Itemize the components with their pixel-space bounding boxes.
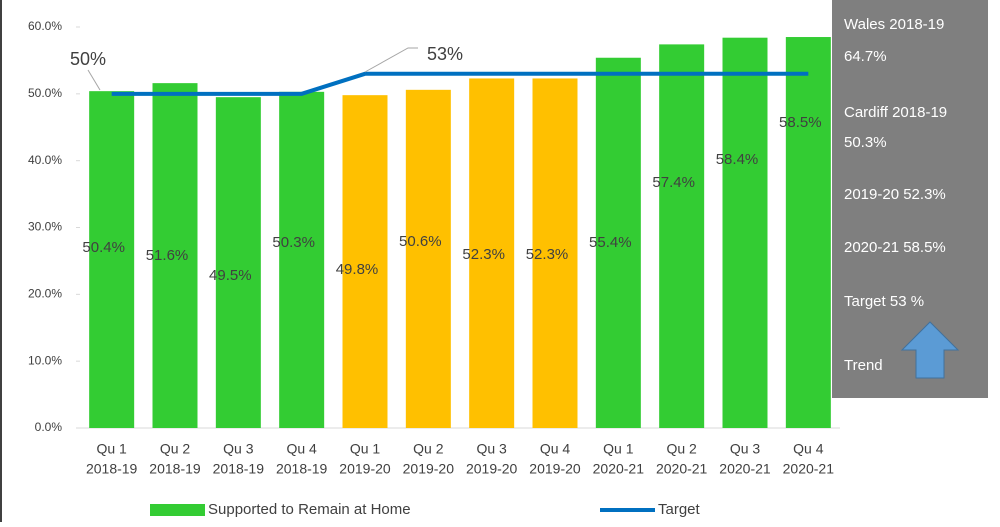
x-tick-label: 2020-21: [656, 461, 708, 477]
panel-text: Trend: [844, 357, 883, 374]
x-tick-label: Qu 4: [286, 441, 317, 457]
data-label: 52.3%: [462, 246, 505, 263]
y-tick-label: 10.0%: [28, 353, 62, 367]
x-tick-label: Qu 2: [666, 441, 697, 457]
panel-text: Wales 2018-19: [844, 16, 944, 33]
leader-line: [87, 69, 101, 91]
annotation: 50%: [70, 49, 106, 69]
x-tick-label: 2019-20: [403, 461, 455, 477]
data-label: 57.4%: [652, 174, 695, 191]
bar: [532, 78, 578, 428]
x-tick-label: Qu 2: [413, 441, 444, 457]
bar: [89, 91, 135, 428]
data-label: 51.6%: [146, 247, 189, 264]
x-tick-label: 2019-20: [529, 461, 581, 477]
data-label: 58.5%: [779, 114, 822, 131]
bar: [659, 44, 705, 428]
bar: [785, 37, 831, 429]
y-tick-label: 0.0%: [35, 420, 63, 434]
data-label: 50.4%: [82, 239, 125, 256]
panel-text: Cardiff 2018-19: [844, 104, 947, 121]
bar: [215, 97, 261, 429]
x-tick-label: Qu 3: [476, 441, 507, 457]
x-tick-label: 2018-19: [276, 461, 328, 477]
legend-label: Target: [658, 501, 701, 518]
bar: [469, 78, 515, 428]
leader-line: [364, 47, 418, 73]
x-tick-label: 2020-21: [593, 461, 645, 477]
data-label: 50.6%: [399, 233, 442, 250]
x-tick-label: Qu 1: [96, 441, 127, 457]
legend-label: Supported to Remain at Home: [208, 501, 411, 518]
x-tick-label: 2020-21: [783, 461, 835, 477]
info-panel: [832, 0, 988, 398]
bar: [405, 89, 451, 428]
bar: [595, 57, 641, 428]
y-tick-label: 60.0%: [28, 19, 62, 33]
x-tick-label: 2018-19: [149, 461, 201, 477]
x-tick-label: 2019-20: [339, 461, 391, 477]
x-tick-label: Qu 2: [160, 441, 191, 457]
data-label: 52.3%: [526, 246, 569, 263]
panel-text: 2019-20 52.3%: [844, 186, 946, 203]
panel-text: 64.7%: [844, 48, 887, 65]
x-tick-label: Qu 3: [730, 441, 761, 457]
y-tick-label: 50.0%: [28, 86, 62, 100]
x-tick-label: Qu 4: [540, 441, 571, 457]
panel-text: 50.3%: [844, 134, 887, 151]
x-tick-label: 2018-19: [86, 461, 138, 477]
x-tick-label: Qu 1: [603, 441, 634, 457]
data-label: 58.4%: [716, 151, 759, 168]
panel-text: Target 53 %: [844, 293, 924, 310]
data-label: 49.5%: [209, 267, 252, 284]
bar: [342, 95, 388, 429]
x-tick-label: Qu 4: [793, 441, 824, 457]
x-tick-label: 2019-20: [466, 461, 518, 477]
legend-swatch: [150, 504, 205, 516]
x-tick-label: Qu 3: [223, 441, 254, 457]
bar: [722, 37, 768, 429]
x-tick-label: 2020-21: [719, 461, 771, 477]
y-tick-label: 40.0%: [28, 153, 62, 167]
y-tick-label: 20.0%: [28, 287, 62, 301]
panel-text: 2020-21 58.5%: [844, 239, 946, 256]
annotation: 53%: [427, 44, 463, 64]
data-label: 49.8%: [336, 261, 379, 278]
target-line: [111, 71, 809, 96]
x-tick-label: 2018-19: [213, 461, 265, 477]
x-tick-label: Qu 1: [350, 441, 381, 457]
data-label: 50.3%: [272, 234, 315, 251]
data-label: 55.4%: [589, 234, 632, 251]
y-tick-label: 30.0%: [28, 220, 62, 234]
trend-arrow: [900, 321, 960, 379]
bar: [279, 91, 325, 428]
bar: [152, 83, 198, 428]
